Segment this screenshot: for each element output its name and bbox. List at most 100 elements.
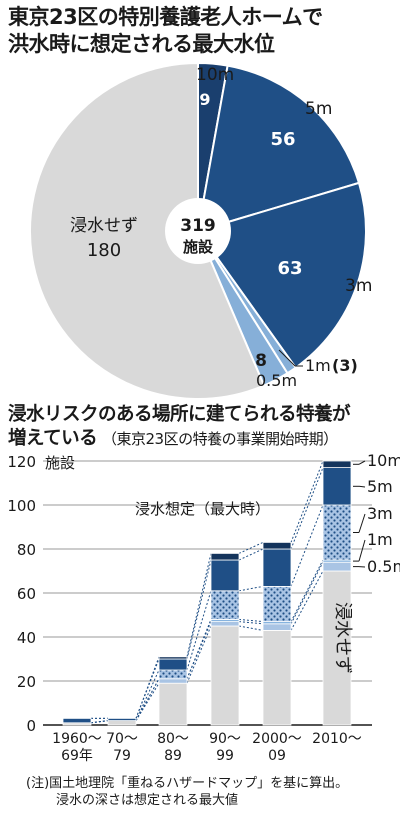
pie-center-hole [165,198,231,264]
bar-connector [238,618,264,623]
bar-connector [135,658,160,719]
bar-connector [290,561,324,625]
bar-segment-0-5m [262,623,292,631]
bar-connector [290,460,324,543]
x-tick-label: 99 [216,748,234,764]
bar-connector [290,570,324,631]
legend-label-5m: 5m [367,477,393,496]
y-tick-label: 80 [17,541,36,559]
bar-segment-10m [322,460,352,468]
bar-y-unit: 施設 [45,454,75,472]
pie-center-number: 319 [180,216,216,236]
x-tick-label: 80～ [157,731,189,747]
pie-leader-1m [278,349,296,367]
bar-segment-3m [262,586,292,623]
bar-connector [135,656,160,719]
pie-label-5m-value: 56 [270,129,295,150]
bar-none-label: 浸水せず [332,602,353,674]
x-tick-label: 79 [113,748,131,764]
x-tick-label: 69年 [61,748,93,764]
bar-connector [186,590,212,671]
pie-label-1m-depth: 1m [305,356,331,375]
pie-label-5m-depth: 5m [305,99,332,119]
pie-chart: 319 施設 9 10m 56 5m 63 3m 8 0.5m 1m (3) 浸… [29,61,372,400]
bar-segment-5m [210,559,240,592]
legend-leader [358,513,366,533]
x-tick-label: 90～ [209,731,241,747]
x-tick-label: 2000～ [252,731,302,747]
bar-connector [238,548,264,561]
bar-connector [135,682,160,721]
legend-label-1m: 1m [367,530,393,549]
pie-label-1m-value: (3) [332,356,358,375]
footnote-line-1: (注)国土地理院「重ねるハザードマップ」を基に算出。 [26,776,349,791]
y-tick-label: 20 [17,673,36,691]
pie-label-10m-depth: 10m [196,65,234,85]
bar-segment-5m [262,548,292,587]
bar-connector [238,625,264,631]
bar-title-line-2-bold: 増えている [8,428,98,449]
bar-segment-none [322,570,352,726]
bar-segment-5m [62,718,92,724]
y-tick-label: 0 [26,717,36,735]
bar-segment-3m [158,669,188,680]
bar-connector [238,621,264,625]
y-tick-label: 60 [17,585,36,603]
bar-segment-3m [322,504,352,561]
bar-segment-none [107,720,137,726]
x-tick-label: 1960～ [52,731,102,747]
legend-label-10m: 10m [367,451,400,470]
pie-label-05m-depth: 0.5m [256,371,297,390]
bar-connector [238,541,264,554]
y-tick-label: 100 [7,497,36,515]
pie-slice-浸水せず [29,61,266,400]
bar-connector [290,467,324,550]
pie-label-3m-value: 63 [277,258,302,279]
bar-segment-5m [322,467,352,506]
footnote-line-2: 浸水の深さは想定される最大値 [56,793,239,808]
bar-segment-none [262,630,292,726]
y-tick-label: 40 [17,629,36,647]
legend-leader [358,485,366,488]
bar-connector [90,720,109,724]
x-tick-label: 89 [164,748,182,764]
bar-segment-10m [158,656,188,660]
bar-segment-0-5m [158,678,188,684]
pie-label-10m-value: 9 [199,90,210,109]
bar-connector [135,669,160,721]
legend-leader [358,460,366,465]
x-tick-label: 70～ [106,731,138,747]
pie-slice-3m [196,181,367,370]
legend-label-3m: 3m [367,504,393,523]
pie-title-line-2: 洪水時に想定される最大水位 [8,32,275,56]
legend-label-0-5m: 0.5m [367,557,400,576]
bar-segment-10m [262,542,292,550]
x-tick-label: 2010～ [312,731,362,747]
bar-segment-none [158,682,188,726]
bar-connector [186,625,212,684]
bar-connector [290,559,324,622]
pie-title-line-1: 東京23区の特別養護老人ホームで [8,5,323,29]
pie-label-none-name: 浸水せず [70,216,138,236]
bar-segment-3m [210,590,240,620]
pie-slice-5m [196,64,361,233]
bar-legend-title: 浸水想定（最大時） [135,500,270,518]
bar-connector [238,585,264,592]
bar-segment-5m [158,658,188,671]
x-tick-label: 09 [268,748,286,764]
pie-label-05m-value: 8 [255,351,267,371]
y-tick-label: 120 [7,453,36,471]
bar-title-line-1: 浸水リスクのある場所に建てられる特養が [8,404,351,425]
bar-connector [290,504,324,587]
bar-connector [186,553,212,657]
bar-connector [186,619,212,679]
legend-leader [358,539,366,562]
bar-segment-5m [107,718,137,722]
bar-title-line-2-rest: （東京23区の特養の事業開始時期） [102,430,338,448]
pie-center-unit: 施設 [183,238,214,256]
bar-segment-10m [210,553,240,561]
bar-connector [135,678,160,721]
bar-segment-none [210,625,240,726]
bar-segment-0-5m [322,561,352,572]
